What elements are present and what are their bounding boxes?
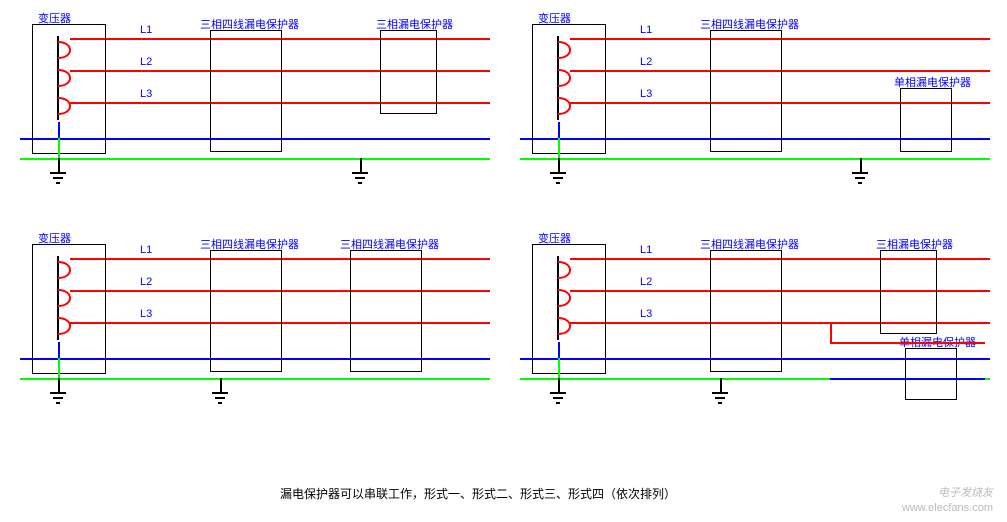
ground-left: [48, 172, 68, 192]
branch-L-drop: [830, 322, 832, 342]
label-L1: L1: [140, 24, 152, 36]
panel-1: 变压器 L1 L2 L3 三相四线漏电保护器 三相漏电保护器: [20, 10, 490, 210]
transformer-neutral-drop: [58, 122, 60, 138]
ground-left: [548, 392, 568, 412]
watermark-url: www.elecfans.com: [902, 502, 993, 514]
transformer-coil: [48, 36, 82, 120]
transformer-neutral-drop: [558, 122, 560, 138]
label-transformer: 变压器: [38, 10, 71, 26]
rccb-p2_a: [710, 30, 782, 152]
rccb-p1_b: [380, 30, 437, 114]
label-p2_a: 三相四线漏电保护器: [700, 16, 799, 32]
ground-mid: [350, 172, 370, 192]
label-L2: L2: [640, 56, 652, 68]
rccb-p4_a: [710, 250, 782, 372]
pe-bond: [558, 358, 560, 378]
ground-stem-mid: [220, 378, 222, 392]
panel-3: 变压器 L1 L2 L3 三相四线漏电保护器 三相四线漏电保护器: [20, 230, 490, 430]
ground-mid: [850, 172, 870, 192]
caption: 漏电保护器可以串联工作，形式一、形式二、形式三、形式四（依次排列）: [280, 485, 676, 502]
label-L3: L3: [640, 308, 652, 320]
label-L3: L3: [140, 88, 152, 100]
label-p1_a: 三相四线漏电保护器: [200, 16, 299, 32]
rccb-p3_a: [210, 250, 282, 372]
branch-L: [830, 342, 985, 344]
transformer-neutral-drop: [58, 342, 60, 358]
label-transformer: 变压器: [538, 230, 571, 246]
panel-2: 变压器 L1 L2 L3 三相四线漏电保护器单相漏电保护器: [520, 10, 990, 210]
transformer-coil: [48, 256, 82, 340]
label-L1: L1: [640, 24, 652, 36]
ground-stem-mid: [360, 158, 362, 172]
label-L2: L2: [140, 56, 152, 68]
rccb-p4_b: [880, 250, 937, 334]
label-L1: L1: [640, 244, 652, 256]
transformer-coil: [548, 36, 582, 120]
label-L3: L3: [140, 308, 152, 320]
label-L2: L2: [140, 276, 152, 288]
branch-N-ext: [830, 378, 985, 380]
ground-stem-left: [558, 158, 560, 172]
pe-bond: [558, 138, 560, 158]
ground-stem-left: [558, 378, 560, 392]
rccb-p3_b: [350, 250, 422, 372]
pe-bond: [58, 358, 60, 378]
label-L2: L2: [640, 276, 652, 288]
rccb-p2_b: [900, 88, 952, 152]
ground-mid: [710, 392, 730, 412]
label-L3: L3: [640, 88, 652, 100]
rccb-p4_c: [905, 348, 957, 400]
line-PE: [20, 158, 490, 160]
ground-stem-mid: [860, 158, 862, 172]
label-p3_a: 三相四线漏电保护器: [200, 236, 299, 252]
ground-stem-mid: [720, 378, 722, 392]
label-transformer: 变压器: [538, 10, 571, 26]
transformer-neutral-drop: [558, 342, 560, 358]
ground-stem-left: [58, 158, 60, 172]
ground-stem-left: [58, 378, 60, 392]
ground-mid: [210, 392, 230, 412]
label-p4_a: 三相四线漏电保护器: [700, 236, 799, 252]
line-PE: [20, 378, 490, 380]
label-L1: L1: [140, 244, 152, 256]
label-p4_b: 三相漏电保护器: [876, 236, 953, 252]
rccb-p1_a: [210, 30, 282, 152]
label-p1_b: 三相漏电保护器: [376, 16, 453, 32]
label-p2_b: 单相漏电保护器: [894, 74, 971, 90]
label-p3_b: 三相四线漏电保护器: [340, 236, 439, 252]
line-PE: [520, 158, 990, 160]
transformer-coil: [548, 256, 582, 340]
ground-left: [548, 172, 568, 192]
label-transformer: 变压器: [38, 230, 71, 246]
ground-left: [48, 392, 68, 412]
watermark-brand: 电子发烧友: [938, 484, 993, 500]
pe-bond: [58, 138, 60, 158]
panel-4: 变压器L1L2L3三相四线漏电保护器三相漏电保护器单相漏电保护器: [520, 230, 990, 430]
